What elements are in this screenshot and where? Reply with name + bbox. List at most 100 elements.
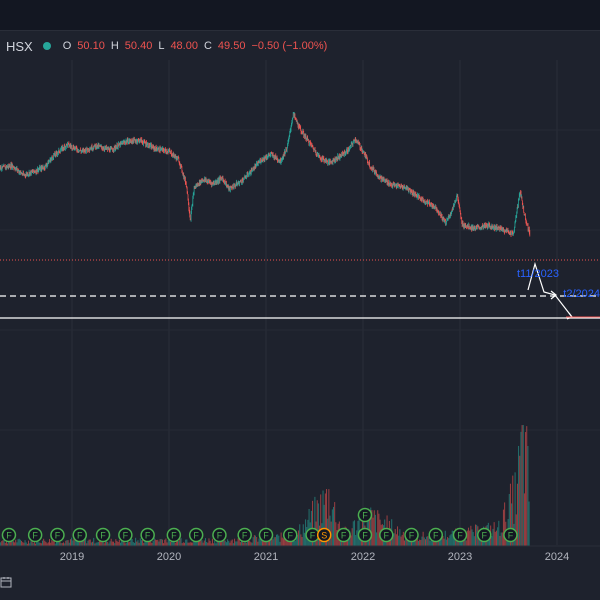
volume-bar [393, 533, 395, 546]
x-tick-label: 2019 [60, 551, 84, 563]
volume-bar [44, 540, 46, 546]
dividend-event-marker[interactable]: F [357, 507, 373, 523]
dividend-event-marker[interactable]: F [237, 527, 252, 543]
volume-bar [106, 541, 108, 546]
dividend-event-marker[interactable]: F [404, 527, 419, 543]
volume-bar [514, 472, 516, 546]
dividend-event-marker[interactable]: F [72, 527, 88, 543]
high-label: H [110, 40, 119, 52]
split-event-marker[interactable]: S [316, 527, 332, 543]
volume-bar [22, 542, 24, 546]
volume-bar [55, 540, 57, 546]
volume-bar [68, 542, 70, 546]
volume-bar [73, 537, 75, 546]
volume-bar [441, 536, 443, 546]
volume-bar [279, 541, 281, 546]
dividend-event-marker[interactable]: F [477, 527, 492, 543]
volume-bar [495, 530, 497, 546]
volume-bar [500, 532, 502, 546]
time-axis: 2019 2020 2021 2022 2023 2024 [0, 545, 600, 576]
event-letter: F [263, 531, 269, 541]
dividend-event-marker[interactable]: F [50, 527, 65, 543]
dividend-event-marker[interactable]: F [27, 527, 43, 543]
volume-bar [301, 537, 303, 546]
volume-bar [527, 445, 529, 546]
volume-bar [175, 538, 177, 546]
volume-bar [239, 542, 241, 546]
volume-bar [64, 543, 66, 546]
volume-bar [225, 542, 227, 546]
volume-bar [235, 541, 237, 546]
volume-bar [464, 538, 466, 546]
volume-bar [168, 535, 170, 546]
projection-line [527, 261, 573, 318]
volume-bar [471, 529, 473, 546]
volume-bar [523, 493, 525, 546]
dividend-event-marker[interactable]: F [379, 527, 394, 543]
volume-bar [26, 543, 28, 546]
dividend-event-marker[interactable]: F [503, 527, 518, 543]
event-letter: F [123, 531, 129, 541]
volume-bar [161, 539, 163, 546]
event-circle [379, 527, 394, 543]
dividend-event-marker[interactable]: F [140, 527, 155, 543]
dividend-event-marker[interactable]: F [1, 527, 17, 543]
open-value: 50.10 [77, 40, 105, 52]
volume-bar [24, 540, 26, 546]
volume-bar [52, 541, 54, 546]
volume-bar [431, 541, 433, 546]
volume-bar [197, 540, 199, 546]
dividend-event-marker[interactable]: F [258, 527, 274, 543]
event-letter: F [193, 531, 199, 541]
low-value: 48.00 [170, 40, 198, 52]
volume-bar [331, 509, 333, 546]
dividend-event-marker[interactable]: F [336, 527, 351, 543]
event-circle [404, 527, 419, 543]
volume-bar [438, 540, 440, 546]
volume-bar [133, 542, 135, 546]
volume-bar [90, 542, 92, 546]
volume-bar [461, 538, 463, 546]
volume-bar [454, 538, 456, 546]
symbol-exchange[interactable]: HSX [6, 38, 33, 54]
volume-bar [228, 540, 230, 546]
dividend-event-marker[interactable]: F [452, 527, 468, 543]
dividend-event-marker[interactable]: F [95, 527, 111, 543]
event-circle [357, 527, 373, 543]
volume-bar [268, 539, 270, 546]
volume-bar [444, 530, 446, 546]
volume-bar [132, 542, 134, 546]
volume-bar [369, 511, 371, 546]
volume-bar [216, 540, 218, 546]
volume-bar [117, 541, 119, 546]
dividend-event-marker[interactable]: F [357, 527, 373, 543]
event-letter: F [77, 531, 83, 541]
dividend-event-marker[interactable]: F [118, 527, 133, 543]
volume-bar [281, 537, 283, 546]
event-circle [316, 527, 332, 543]
volume-bar [257, 541, 259, 546]
volume-bar [452, 531, 454, 546]
volume-bar [312, 500, 314, 546]
volume-bar [71, 537, 73, 546]
calendar-icon[interactable] [0, 576, 12, 588]
volume-bar [140, 540, 142, 546]
volume-bar [420, 539, 422, 546]
volume-bar [229, 542, 231, 546]
dividend-event-marker[interactable]: F [166, 527, 182, 543]
volume-bar [363, 509, 365, 546]
volume-bar [158, 541, 160, 546]
dividend-event-marker[interactable]: F [188, 527, 204, 543]
volume-bar [38, 542, 40, 546]
dividend-event-marker[interactable]: F [283, 527, 298, 543]
volume-bar [10, 541, 12, 546]
volume-bar [251, 542, 253, 546]
volume-bar [16, 542, 18, 546]
volume-bar [451, 530, 453, 546]
volume-bar [413, 541, 415, 546]
dividend-event-marker[interactable]: F [428, 527, 443, 543]
dividend-event-marker[interactable]: F [212, 527, 227, 543]
volume-bar [508, 493, 510, 546]
volume-bar [95, 542, 97, 546]
